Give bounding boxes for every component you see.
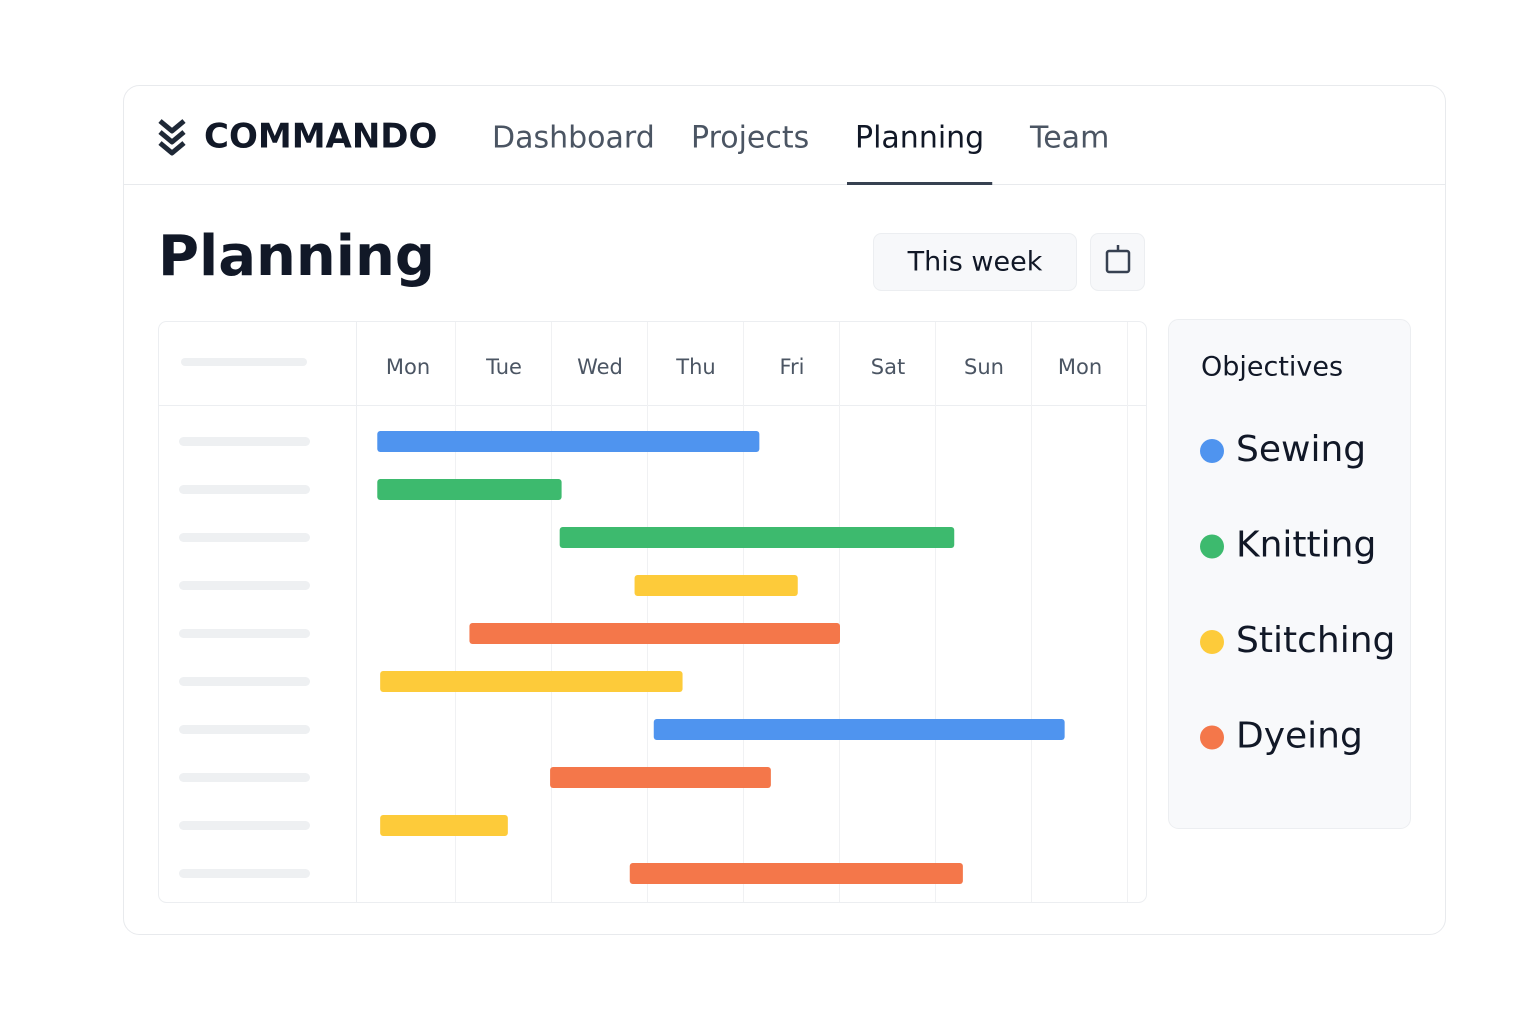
- gantt-bar: [380, 815, 508, 836]
- day-label: Mon: [1058, 355, 1102, 379]
- gantt-bar: [559, 527, 955, 548]
- gantt-bar: [380, 671, 683, 692]
- gantt-bar: [469, 623, 840, 644]
- gantt-bar: [653, 719, 1065, 740]
- day-label: Sat: [871, 355, 905, 379]
- objective-dot: [1200, 630, 1224, 654]
- brand: COMMANDO: [204, 117, 437, 157]
- day-label: Mon: [386, 355, 430, 379]
- page-title: Planning: [158, 224, 435, 289]
- row-placeholder: [179, 581, 310, 590]
- day-label: Sun: [964, 355, 1004, 379]
- day-label: Tue: [485, 355, 522, 379]
- row-placeholder: [179, 437, 310, 446]
- placeholder: [181, 358, 307, 366]
- calendar-button[interactable]: [1090, 233, 1145, 291]
- row-placeholder: [179, 629, 310, 638]
- row-placeholder: [179, 869, 310, 878]
- objective-dot: [1200, 439, 1224, 463]
- objectives-panel: [1168, 319, 1411, 829]
- logo: [158, 119, 186, 156]
- row-placeholder: [179, 773, 310, 782]
- nav-item[interactable]: Dashboard: [492, 121, 655, 156]
- day-label: Fri: [779, 355, 804, 379]
- gantt-bar: [634, 575, 798, 596]
- row-placeholder: [179, 485, 310, 494]
- nav-item[interactable]: Team: [1029, 121, 1109, 156]
- objective-dot: [1200, 534, 1224, 559]
- nav-item[interactable]: Projects: [691, 121, 809, 156]
- range-button-label[interactable]: This week: [907, 247, 1043, 278]
- nav-item[interactable]: Planning: [855, 121, 984, 156]
- day-label: Thu: [675, 355, 715, 379]
- objective-dot: [1200, 725, 1224, 750]
- row-placeholder: [179, 725, 310, 734]
- calendar-icon[interactable]: [1105, 245, 1131, 274]
- gantt-bar: [377, 431, 760, 452]
- gantt-bar: [550, 767, 771, 788]
- gantt-frame: [158, 321, 1147, 903]
- row-placeholder: [179, 677, 310, 686]
- objective-name: Knitting: [1236, 525, 1376, 566]
- gantt-bar: [629, 863, 963, 884]
- row-placeholder: [179, 821, 310, 830]
- row-placeholder: [179, 533, 310, 542]
- gantt-bar: [377, 479, 562, 500]
- objectives-title: Objectives: [1201, 352, 1343, 383]
- day-label: Wed: [577, 355, 623, 379]
- objective-name: Dyeing: [1236, 716, 1363, 757]
- range-button[interactable]: [873, 233, 1077, 291]
- objective-name: Stitching: [1236, 620, 1395, 661]
- nav-active-indicator: [847, 182, 993, 185]
- objective-name: Sewing: [1236, 429, 1366, 470]
